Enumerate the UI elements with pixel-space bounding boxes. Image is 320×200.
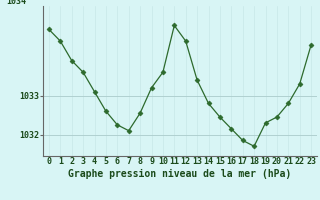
X-axis label: Graphe pression niveau de la mer (hPa): Graphe pression niveau de la mer (hPa) [68,169,292,179]
Text: 1034: 1034 [6,0,26,6]
